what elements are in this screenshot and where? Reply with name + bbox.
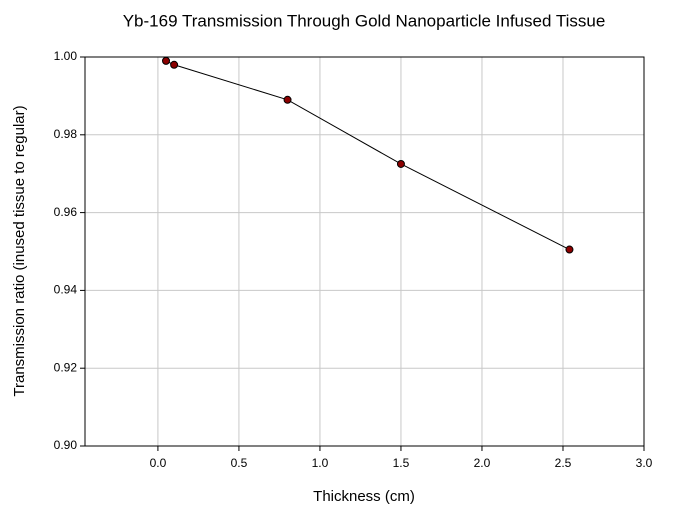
- data-point: [170, 60, 179, 69]
- x-tick-label: 0.5: [231, 456, 248, 470]
- data-point: [565, 245, 574, 254]
- y-tick-label: 0.98: [54, 127, 78, 141]
- chart-title: Yb-169 Transmission Through Gold Nanopar…: [123, 11, 606, 30]
- x-axis-label: Thickness (cm): [313, 488, 415, 505]
- y-tick-label: 0.92: [54, 360, 78, 374]
- plot-frame: [84, 56, 645, 447]
- data-point: [283, 95, 292, 104]
- y-tick-label: 0.90: [54, 438, 78, 452]
- series-line: [165, 60, 570, 251]
- data-point: [162, 56, 171, 65]
- data-point: [396, 159, 405, 168]
- x-tick-label: 3.0: [636, 456, 653, 470]
- y-axis-label: Transmission ratio (inused tissue to reg…: [11, 105, 28, 396]
- x-tick-label: 0.0: [150, 456, 167, 470]
- y-tick-label: 1.00: [54, 49, 78, 63]
- y-tick-label: 0.94: [54, 283, 78, 297]
- y-tick-label: 0.96: [54, 205, 78, 219]
- x-tick-label: 2.0: [474, 456, 491, 470]
- x-tick-label: 1.5: [393, 456, 410, 470]
- x-tick-label: 2.5: [555, 456, 572, 470]
- x-tick-label: 1.0: [312, 456, 329, 470]
